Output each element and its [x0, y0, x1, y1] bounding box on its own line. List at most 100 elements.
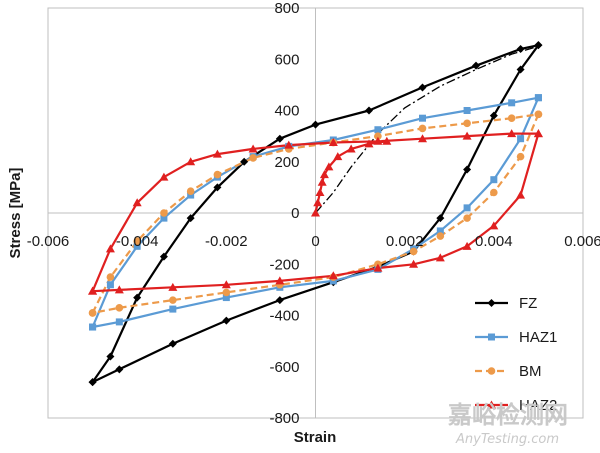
series-haz1-marker [89, 323, 97, 331]
series-bm-marker [436, 232, 445, 240]
series-haz2-marker [275, 276, 285, 285]
series-fz-marker [213, 183, 222, 192]
series-bm-marker [249, 154, 257, 162]
series-fz-marker [240, 157, 249, 166]
series-bm-marker [213, 170, 222, 179]
series-haz1-marker [517, 135, 525, 143]
series-fz-marker [534, 41, 543, 50]
series-fz-marker [365, 106, 373, 115]
series-bm-marker [463, 214, 471, 222]
series-bm-marker [418, 124, 427, 133]
legend-haz2-marker [487, 400, 496, 409]
series-haz2-marker [248, 144, 258, 153]
series-haz2-marker [507, 129, 517, 138]
series-haz1-marker [115, 318, 123, 326]
series-haz2-marker [114, 285, 124, 294]
series-bm-marker [490, 188, 498, 197]
series-haz2-marker [315, 188, 325, 196]
series-fz-marker [463, 165, 472, 174]
series-haz2-marker [159, 172, 169, 181]
series-haz2-marker [328, 138, 338, 147]
legend-fz-marker [487, 299, 496, 307]
series-bm-marker [463, 119, 471, 128]
series-fz-marker [88, 378, 97, 387]
series-bm-marker [222, 288, 231, 297]
legend-haz1-label: HAZ1 [519, 329, 557, 346]
series-haz2-marker [516, 190, 526, 199]
series-haz2-initial-loading-line [314, 140, 387, 214]
series-haz1-marker [329, 277, 337, 285]
series-haz2-marker [346, 144, 356, 153]
series-fz-marker [275, 134, 284, 143]
x-tick-label: -0.002 [205, 233, 248, 250]
series-haz2-marker [373, 263, 383, 272]
series-bm-marker [534, 110, 543, 119]
series-haz2-marker [324, 162, 334, 171]
series-haz2-marker [364, 139, 374, 148]
series-fz-marker [516, 65, 525, 74]
series-haz2-marker [489, 221, 499, 230]
legend-bm-label: BM [519, 363, 542, 380]
series-fz-marker [106, 352, 115, 361]
series-fz-marker [516, 45, 525, 53]
series-haz2-marker [435, 253, 445, 262]
series-haz2-marker [132, 198, 142, 207]
series-haz1-upper-branch-line [91, 96, 539, 328]
series-haz2-marker [317, 177, 327, 186]
x-axis-title: Strain [294, 429, 337, 446]
series-haz2-marker [462, 241, 472, 250]
series-haz2-marker [319, 170, 329, 179]
series-haz2-upper-branch-line [91, 132, 539, 292]
series-fz-marker [436, 214, 445, 223]
series-fz-marker [168, 339, 177, 348]
legend-fz-label: FZ [519, 295, 537, 312]
series-haz1-marker [160, 214, 168, 222]
series-haz2-marker [382, 136, 392, 145]
series-fz-marker [222, 316, 231, 325]
legend-bm-marker [487, 367, 496, 375]
series-bm-marker [106, 273, 115, 281]
series-haz1-marker [463, 204, 471, 212]
series-haz1-marker [534, 94, 542, 102]
y-tick-label: 200 [274, 154, 299, 171]
series-fz-marker [115, 365, 124, 374]
series-haz2-marker [311, 208, 320, 217]
series-haz2-marker [328, 271, 338, 280]
series-haz2-marker [284, 140, 294, 149]
series-bm-marker [169, 296, 177, 304]
y-tick-label: -600 [269, 359, 299, 376]
y-tick-label: -800 [269, 410, 299, 427]
series-haz2-marker [533, 129, 543, 138]
series-bm-marker [374, 132, 382, 140]
watermark-chinese: 嘉峪检测网 [448, 401, 568, 429]
series-haz2-marker [221, 280, 231, 289]
y-tick-label: 600 [274, 51, 299, 68]
series-haz1-marker [419, 114, 426, 122]
series-bm-upper-branch-line [91, 113, 539, 314]
series-bm-marker [516, 152, 525, 161]
series-haz1-marker [106, 281, 114, 289]
series-haz2-marker [373, 136, 383, 145]
series-haz1-marker [436, 227, 444, 235]
series-fz-marker [133, 293, 142, 302]
series-fz-monotonic-curve-line [315, 45, 539, 214]
x-tick-label: -0.004 [116, 233, 159, 250]
series-fz-marker [311, 120, 320, 129]
y-tick-label: 400 [274, 103, 299, 120]
legend-haz1-marker [488, 333, 495, 341]
watermark-english: AnyTesting.com [455, 432, 559, 447]
series-haz1-marker [374, 126, 382, 134]
series-haz1-marker [508, 99, 516, 107]
x-tick-label: 0 [311, 233, 319, 250]
x-tick-label: 0.006 [564, 233, 600, 250]
series-haz2-marker [418, 134, 427, 143]
series-haz1-marker [490, 176, 498, 184]
series-haz2-marker [168, 282, 178, 291]
series-haz2-marker [105, 244, 115, 253]
series-haz2-marker [88, 286, 98, 295]
x-tick-label: 0.004 [475, 233, 513, 250]
series-haz2-marker [212, 149, 222, 158]
markers-layer [88, 41, 543, 387]
series-haz2-marker [409, 259, 419, 268]
